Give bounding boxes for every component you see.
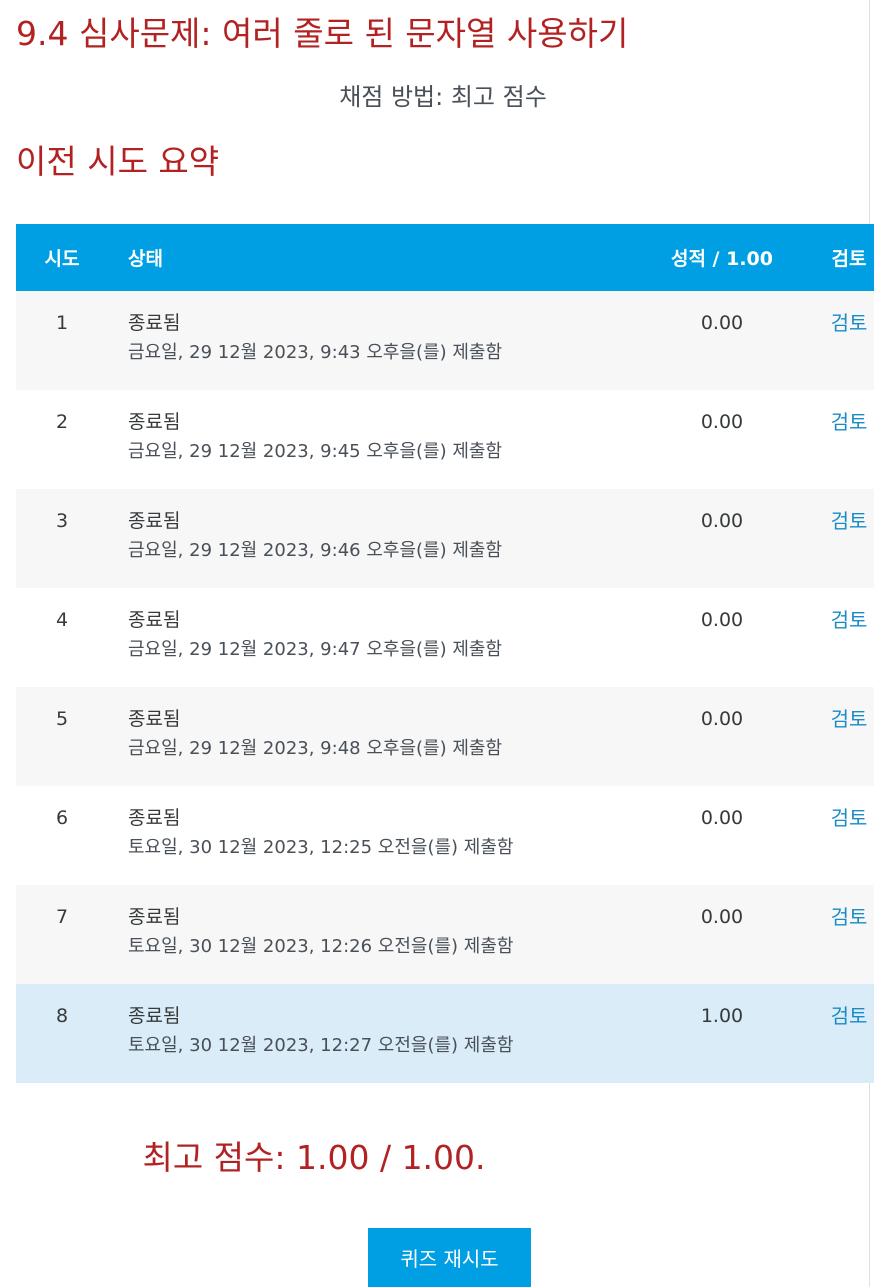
attempt-submitted: 금요일, 29 12월 2023, 9:46 오후을(를) 제출함 [128,540,503,561]
table-row: 7 종료됨 토요일, 30 12월 2023, 12:26 오전을(를) 제출함 … [16,885,874,984]
attempt-grade: 0.00 [700,510,744,532]
attempt-number: 7 [55,906,69,928]
attempt-grade: 0.00 [700,411,744,433]
table-row-best: 8 종료됨 토요일, 30 12월 2023, 12:27 오전을(를) 제출함 … [16,984,874,1083]
attempt-state: 종료됨 [128,708,181,730]
attempt-grade: 1.00 [700,1005,744,1027]
header-grade: 성적 / 1.00 [636,224,808,291]
table-header-row: 시도 상태 성적 / 1.00 검토 [16,224,874,291]
attempt-submitted: 금요일, 29 12월 2023, 9:48 오후을(를) 제출함 [128,738,503,759]
review-link[interactable]: 검토 [830,608,868,632]
attempt-state: 종료됨 [128,807,181,829]
attempt-submitted: 금요일, 29 12월 2023, 9:45 오후을(를) 제출함 [128,441,503,462]
attempt-submitted: 토요일, 30 12월 2023, 12:25 오전을(를) 제출함 [128,837,514,858]
attempts-table: 시도 상태 성적 / 1.00 검토 1 종료됨 금요일, 29 12월 2023… [16,224,874,1083]
table-row: 6 종료됨 토요일, 30 12월 2023, 12:25 오전을(를) 제출함 … [16,786,874,885]
attempt-number: 8 [55,1005,69,1027]
attempt-grade: 0.00 [700,807,744,829]
summary-heading: 이전 시도 요약 [16,142,220,181]
review-link[interactable]: 검토 [830,905,868,929]
attempt-submitted: 토요일, 30 12월 2023, 12:26 오전을(를) 제출함 [128,936,514,957]
attempt-number: 4 [55,609,69,631]
header-attempt: 시도 [16,224,108,291]
page-title: 9.4 심사문제: 여러 줄로 된 문자열 사용하기 [16,14,629,53]
attempt-state: 종료됨 [128,609,181,631]
attempt-number: 1 [55,312,69,334]
review-link[interactable]: 검토 [830,410,868,434]
attempt-number: 2 [55,411,69,433]
attempt-state: 종료됨 [128,510,181,532]
attempt-number: 3 [55,510,69,532]
best-score: 최고 점수: 1.00 / 1.00. [142,1138,486,1177]
review-link[interactable]: 검토 [830,311,868,335]
review-link[interactable]: 검토 [830,509,868,533]
attempt-number: 6 [55,807,69,829]
attempt-submitted: 토요일, 30 12월 2023, 12:27 오전을(를) 제출함 [128,1035,514,1056]
retry-quiz-button[interactable]: 퀴즈 재시도 [368,1228,531,1287]
attempt-grade: 0.00 [700,312,744,334]
attempt-state: 종료됨 [128,1005,181,1027]
header-state: 상태 [108,224,636,291]
attempt-grade: 0.00 [700,906,744,928]
grading-method: 채점 방법: 최고 점수 [339,83,547,111]
review-link[interactable]: 검토 [830,806,868,830]
attempt-state: 종료됨 [128,312,181,334]
attempt-grade: 0.00 [700,708,744,730]
attempt-submitted: 금요일, 29 12월 2023, 9:43 오후을(를) 제출함 [128,342,503,363]
header-review: 검토 [808,224,874,291]
attempt-grade: 0.00 [700,609,744,631]
review-link[interactable]: 검토 [830,1004,868,1028]
attempt-submitted: 금요일, 29 12월 2023, 9:47 오후을(를) 제출함 [128,639,503,660]
attempt-number: 5 [55,708,69,730]
review-link[interactable]: 검토 [830,707,868,731]
attempt-state: 종료됨 [128,411,181,433]
attempt-state: 종료됨 [128,906,181,928]
